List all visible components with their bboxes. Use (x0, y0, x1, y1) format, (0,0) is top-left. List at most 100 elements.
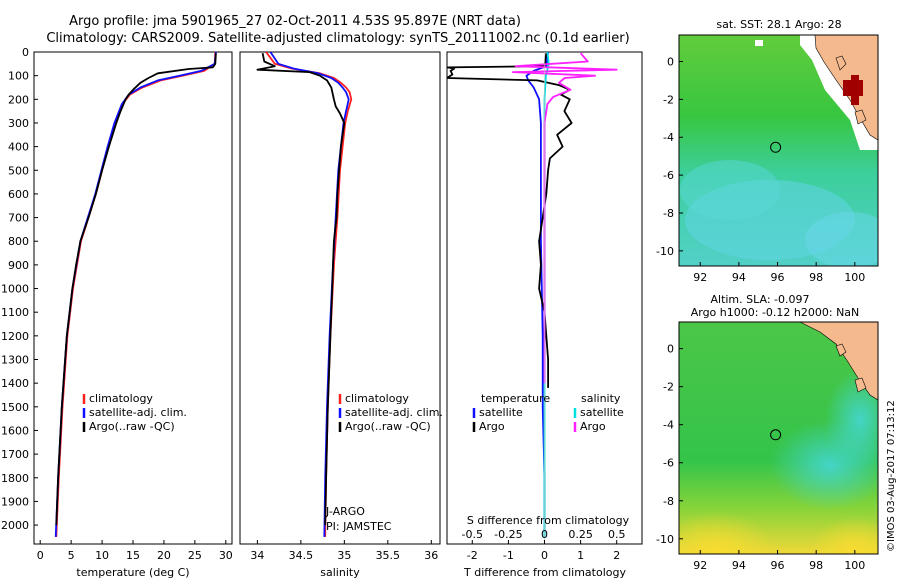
salinity-annotation-jargo: J-ARGO (325, 505, 365, 518)
depth-tick-label: 700 (8, 212, 29, 225)
salinity-xtick-label: 34 (250, 549, 264, 562)
depth-tick-label: 900 (8, 259, 29, 272)
sst-argo-location-marker (770, 141, 782, 153)
depth-tick-label: 0 (22, 46, 29, 59)
difference-legend-label: satellite (580, 406, 624, 419)
difference-series-1 (447, 53, 573, 388)
sst_map-lat-label: 0 (667, 56, 674, 69)
imos-watermark: ©IMOS 03-Aug-2017 07:13:12 (886, 400, 897, 552)
temperature-series-2 (55, 53, 217, 526)
sst-land-island-2 (854, 109, 867, 125)
sla_map-lat-label: -6 (663, 457, 674, 470)
sst-map-title: sat. SST: 28.1 Argo: 28 (716, 18, 841, 31)
temperature-xtick-label: 20 (157, 549, 171, 562)
sst_map-lat-label: -8 (663, 207, 674, 220)
depth-tick-label: 1400 (1, 377, 29, 390)
depth-tick-label: 1600 (1, 424, 29, 437)
difference-legend-label: Argo (479, 420, 505, 433)
sla-land-island-2 (854, 377, 867, 393)
difference-xtick-label: 1 (577, 549, 584, 562)
sst_map-lat-label: -4 (663, 131, 674, 144)
difference-top-tick-label: -0.5 (462, 528, 483, 541)
sst-hot-patch-2 (851, 75, 859, 105)
sla-argo-location-marker (770, 429, 782, 441)
sst_map-lat-label: -2 (663, 93, 674, 106)
temperature-legend-label: Argo(..raw -QC) (89, 420, 175, 433)
difference-top-tick-label: 0 (541, 528, 548, 541)
difference-x-label: T difference from climatology (463, 566, 626, 579)
depth-tick-label: 300 (8, 117, 29, 130)
salinity-series-2 (256, 53, 346, 526)
temperature-legend-label: satellite-adj. clim. (89, 406, 187, 419)
sst-cool-patch-3 (805, 212, 878, 266)
sst_map-lon-label: 96 (771, 271, 785, 284)
depth-tick-label: 100 (8, 70, 29, 83)
temperature-xtick-label: 0 (37, 549, 44, 562)
depth-tick-label: 1300 (1, 354, 29, 367)
depth-tick-label: 1700 (1, 448, 29, 461)
salinity-legend-label: climatology (345, 392, 409, 405)
sla_map-lat-label: -4 (663, 419, 674, 432)
temperature-x-label: temperature (deg C) (76, 566, 189, 579)
difference-xtick-label: 0 (541, 549, 548, 562)
temperature-xtick-label: 30 (219, 549, 233, 562)
figure-title-line1: Argo profile: jma 5901965_27 02-Oct-2011… (69, 14, 521, 29)
difference-top-tick-label: -0.25 (494, 528, 522, 541)
temperature-xtick-label: 5 (68, 549, 75, 562)
sst-white-patch (755, 40, 763, 46)
sla-map-frame (678, 321, 879, 555)
sst-land-island-1 (835, 55, 847, 71)
salinity-x-label: salinity (320, 566, 360, 579)
depth-tick-label: 2000 (1, 519, 29, 532)
sla-yellow-patch (679, 512, 775, 554)
difference-xtick-label: -1 (503, 549, 514, 562)
depth-tick-label: 500 (8, 164, 29, 177)
sla_map-lon-label: 100 (844, 559, 865, 572)
sla-map-panel: Altim. SLA: -0.097 Argo h1000: -0.12 h20… (656, 293, 879, 572)
sst_map-lon-label: 100 (844, 271, 865, 284)
salinity-legend-label: satellite-adj. clim. (345, 406, 443, 419)
temperature-legend-label: climatology (89, 392, 153, 405)
depth-tick-label: 600 (8, 188, 29, 201)
sla_map-lat-label: 0 (667, 343, 674, 356)
difference-legend-label: Argo (580, 420, 606, 433)
salinity-xtick-label: 34.5 (289, 549, 314, 562)
difference-xtick-label: -2 (467, 549, 478, 562)
temperature-panel: 0 5 10 15 20 25 300100200300400500600700800900… (1, 46, 233, 579)
difference-legend-title-salinity: salinity (581, 392, 621, 405)
sst_map-lon-label: 98 (809, 271, 823, 284)
depth-tick-label: 1000 (1, 283, 29, 296)
sla_map-lon-label: 98 (809, 559, 823, 572)
sla_map-lon-label: 92 (693, 559, 707, 572)
difference-legend-label: satellite (479, 406, 523, 419)
sla-yellow-patch-2 (810, 517, 878, 554)
sla-map-title: Altim. SLA: -0.097 (710, 293, 809, 306)
sst_map-lat-label: -10 (656, 245, 674, 258)
salinity-xtick-label: 36 (424, 549, 438, 562)
depth-tick-label: 1500 (1, 401, 29, 414)
difference-panel: -2 -1 0 1 2 -0.5 -0.25 0 0.25 0.5 temperature sali… (446, 51, 643, 579)
temperature-xtick-label: 15 (126, 549, 140, 562)
sst_map-lat-label: -6 (663, 169, 674, 182)
difference-top-tick-label: 0.25 (568, 528, 593, 541)
salinity-xtick-label: 35.5 (376, 549, 401, 562)
depth-tick-label: 1200 (1, 330, 29, 343)
depth-tick-label: 400 (8, 141, 29, 154)
temperature-xtick-label: 10 (95, 549, 109, 562)
temperature-xtick-label: 25 (188, 549, 202, 562)
difference-top-label: S difference from climatology (467, 514, 630, 527)
figure-title-line2: Climatology: CARS2009. Satellite-adjuste… (46, 31, 629, 46)
sla_map-lon-label: 94 (732, 559, 746, 572)
sst_map-lon-label: 92 (693, 271, 707, 284)
depth-tick-label: 1900 (1, 495, 29, 508)
sst-cool-patch-2 (680, 160, 780, 220)
salinity-legend-label: Argo(..raw -QC) (345, 420, 431, 433)
sst-map-panel: sat. SST: 28.1 Argo: 28 92 94 96 98 100 0 -2 -4… (656, 18, 879, 284)
sla_map-lat-label: -10 (656, 533, 674, 546)
sla_map-lat-label: -8 (663, 495, 674, 508)
difference-legend-title-temperature: temperature (481, 392, 550, 405)
sst_map-lon-label: 94 (732, 271, 746, 284)
depth-tick-label: 1100 (1, 306, 29, 319)
salinity-plot-frame (239, 51, 441, 545)
